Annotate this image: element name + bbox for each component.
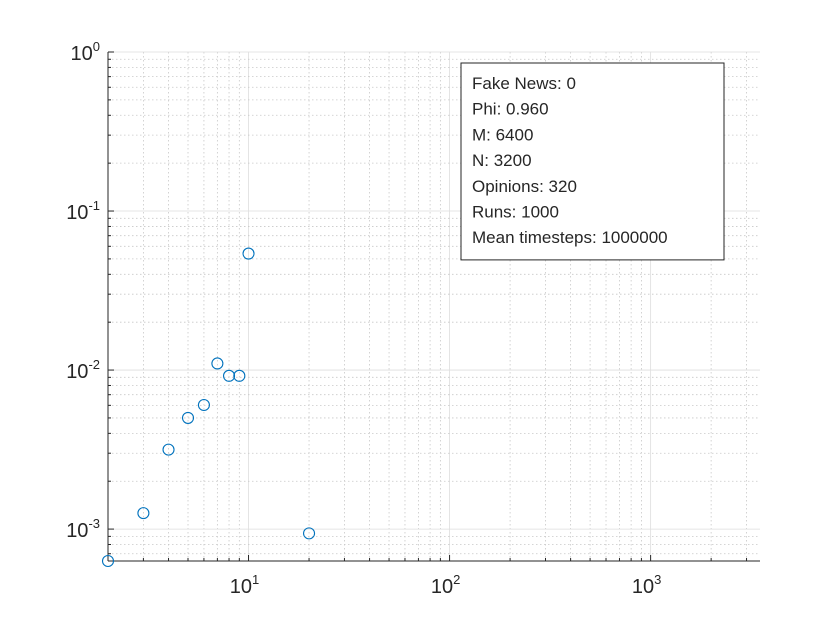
data-point	[101, 554, 115, 568]
y-tick-label: 10-3	[66, 516, 100, 542]
grid	[107, 51, 760, 561]
axes	[107, 51, 760, 562]
data-point	[222, 369, 236, 382]
annotation-line: Fake News: 0	[472, 74, 576, 93]
annotation-line: Phi: 0.960	[472, 100, 549, 119]
annotation-line: Runs: 1000	[472, 203, 559, 222]
annotation-line: Mean timesteps: 1000000	[472, 228, 668, 247]
data-points	[101, 247, 316, 568]
annotation-line: N: 3200	[472, 151, 532, 170]
annotation-line: M: 6400	[472, 125, 533, 144]
data-point	[233, 369, 246, 382]
y-tick-label: 10-1	[66, 198, 100, 224]
x-tick-label: 102	[431, 572, 460, 598]
y-tick-label: 100	[71, 39, 100, 65]
data-point	[211, 357, 224, 370]
tick-labels: 101 102 103 10-3 10-2 10-1 100	[66, 39, 661, 598]
annotation-box: Fake News: 0 Phi: 0.960 M: 6400 N: 3200 Opin…	[460, 62, 725, 261]
annotation-box-frame	[460, 62, 725, 261]
y-tick-label: 10-2	[66, 357, 100, 383]
data-point	[181, 411, 195, 424]
data-point	[162, 443, 175, 456]
annotation-line: Opinions: 320	[472, 177, 577, 196]
data-point	[137, 507, 150, 520]
data-point	[197, 398, 210, 412]
x-tick-label: 103	[632, 572, 661, 598]
x-tick-label: 101	[230, 572, 259, 598]
data-point	[302, 527, 316, 540]
data-point	[242, 247, 255, 260]
